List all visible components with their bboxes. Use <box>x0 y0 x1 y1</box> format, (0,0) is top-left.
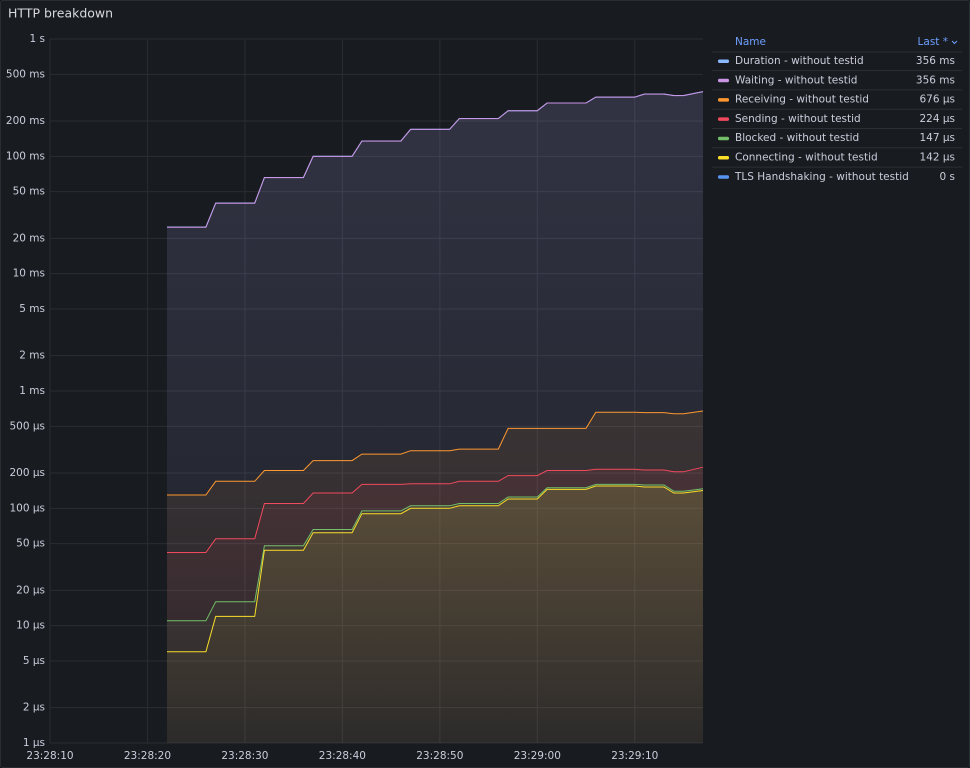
y-tick-label: 20 µs <box>16 584 45 596</box>
legend-last: 224 µs <box>919 113 955 125</box>
sort-icon[interactable] <box>951 40 958 45</box>
y-tick-label: 2 µs <box>23 702 45 714</box>
y-tick-label: 200 ms <box>6 115 45 127</box>
x-tick-label: 23:29:10 <box>611 750 658 762</box>
y-tick-label: 500 ms <box>6 68 45 80</box>
legend-last: 356 ms <box>916 55 955 67</box>
y-tick-label: 200 µs <box>9 467 45 479</box>
legend-name[interactable]: Receiving - without testid <box>735 94 869 106</box>
series-line <box>167 485 704 653</box>
series-line <box>167 91 704 228</box>
legend-swatch <box>718 156 729 160</box>
legend-last: 0 s <box>940 171 956 183</box>
x-tick-label: 23:28:40 <box>319 750 366 762</box>
legend-last: 356 ms <box>916 74 955 86</box>
x-tick-label: 23:28:10 <box>26 750 73 762</box>
y-tick-label: 10 ms <box>13 268 45 280</box>
legend-last: 147 µs <box>919 132 955 144</box>
legend-header-last[interactable]: Last * <box>918 36 948 48</box>
legend-swatch <box>718 98 729 102</box>
y-tick-label: 1 ms <box>19 385 45 397</box>
legend-last: 142 µs <box>919 152 955 164</box>
y-tick-label: 1 µs <box>23 737 45 749</box>
legend-header-name[interactable]: Name <box>735 36 766 48</box>
y-tick-label: 5 µs <box>23 655 45 667</box>
legend-name[interactable]: Blocked - without testid <box>735 132 859 144</box>
y-tick-label: 50 ms <box>13 186 45 198</box>
y-tick-label: 500 µs <box>9 420 45 432</box>
legend-last: 676 µs <box>919 94 955 106</box>
y-tick-label: 100 ms <box>6 150 45 162</box>
y-tick-label: 5 ms <box>19 303 45 315</box>
y-tick-label: 1 s <box>30 33 46 45</box>
legend-swatch <box>718 136 729 141</box>
y-tick-label: 2 ms <box>19 350 45 362</box>
legend-swatch <box>718 175 729 179</box>
legend-swatch <box>718 117 729 121</box>
legend-name[interactable]: Duration - without testid <box>735 55 864 67</box>
legend-name[interactable]: Sending - without testid <box>735 113 861 125</box>
legend-swatch <box>718 78 729 83</box>
x-tick-label: 23:29:00 <box>514 750 561 762</box>
series-line <box>167 466 704 553</box>
y-tick-label: 20 ms <box>13 232 45 244</box>
y-tick-label: 50 µs <box>16 538 45 550</box>
y-tick-label: 10 µs <box>16 620 45 632</box>
y-tick-label: 100 µs <box>9 502 45 514</box>
x-tick-label: 23:28:30 <box>221 750 268 762</box>
legend-name[interactable]: TLS Handshaking - without testid <box>734 171 909 183</box>
legend-name[interactable]: Waiting - without testid <box>735 74 857 86</box>
x-tick-label: 23:28:20 <box>124 750 171 762</box>
legend-swatch <box>718 59 729 63</box>
legend-name[interactable]: Connecting - without testid <box>735 152 878 164</box>
x-tick-label: 23:28:50 <box>416 750 463 762</box>
series-line <box>167 483 704 622</box>
series-line <box>167 410 704 496</box>
panel-title: HTTP breakdown <box>8 6 113 21</box>
